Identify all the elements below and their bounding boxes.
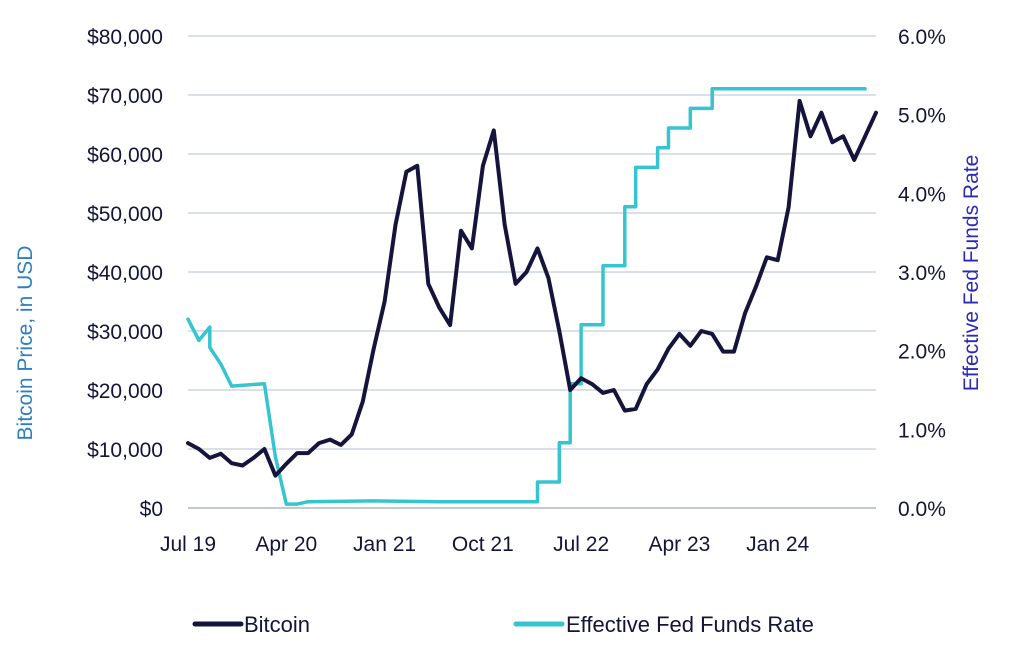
y-left-tick-label: $20,000 xyxy=(87,380,163,403)
y-right-tick-label: 6.0% xyxy=(898,26,946,49)
y-axis-left-label: Bitcoin Price, in USD xyxy=(14,246,37,441)
y-right-tick-label: 2.0% xyxy=(898,341,946,364)
y-left-tick-label: $30,000 xyxy=(87,321,163,344)
y-left-tick-label: $10,000 xyxy=(87,439,163,462)
gridlines xyxy=(188,35,876,509)
y-right-tick-label: 3.0% xyxy=(898,262,946,285)
x-tick-label: Apr 20 xyxy=(255,533,317,556)
y-left-tick-labels: $0 $10,000 $20,000 $30,000 $40,000 $50,000 $60… xyxy=(87,26,163,521)
x-tick-label: Apr 23 xyxy=(648,533,710,556)
y-left-tick-label: $40,000 xyxy=(87,262,163,285)
x-tick-label: Jan 21 xyxy=(353,533,416,556)
y-left-tick-label: $50,000 xyxy=(87,203,163,226)
legend: Bitcoin Effective Fed Funds Rate xyxy=(192,612,814,637)
y-left-tick-label: $0 xyxy=(140,498,163,521)
series-line-bitcoin xyxy=(186,98,878,478)
x-tick-label: Jul 19 xyxy=(160,533,216,556)
y-axis-right-label: Effective Fed Funds Rate xyxy=(960,155,983,392)
legend-label-fed-funds-rate: Effective Fed Funds Rate xyxy=(566,612,814,637)
y-right-tick-label: 4.0% xyxy=(898,183,946,206)
y-right-tick-label: 0.0% xyxy=(898,498,946,521)
y-left-tick-label: $60,000 xyxy=(87,144,163,167)
y-right-tick-label: 1.0% xyxy=(898,419,946,442)
x-tick-label: Oct 21 xyxy=(452,533,514,556)
series-line-fed-funds-rate xyxy=(186,86,867,506)
x-tick-label: Jul 22 xyxy=(553,533,609,556)
series-layer xyxy=(186,86,878,506)
x-tick-labels: Jul 19 Apr 20 Jan 21 Oct 21 Jul 22 Apr 23 Jan … xyxy=(160,533,810,556)
y-left-tick-label: $80,000 xyxy=(87,26,163,49)
y-right-tick-labels: 0.0% 1.0% 2.0% 3.0% 4.0% 5.0% 6.0% xyxy=(898,26,946,521)
y-left-tick-label: $70,000 xyxy=(87,85,163,108)
legend-label-bitcoin: Bitcoin xyxy=(244,612,310,637)
x-tick-label: Jan 24 xyxy=(746,533,809,556)
y-right-tick-label: 5.0% xyxy=(898,105,946,128)
